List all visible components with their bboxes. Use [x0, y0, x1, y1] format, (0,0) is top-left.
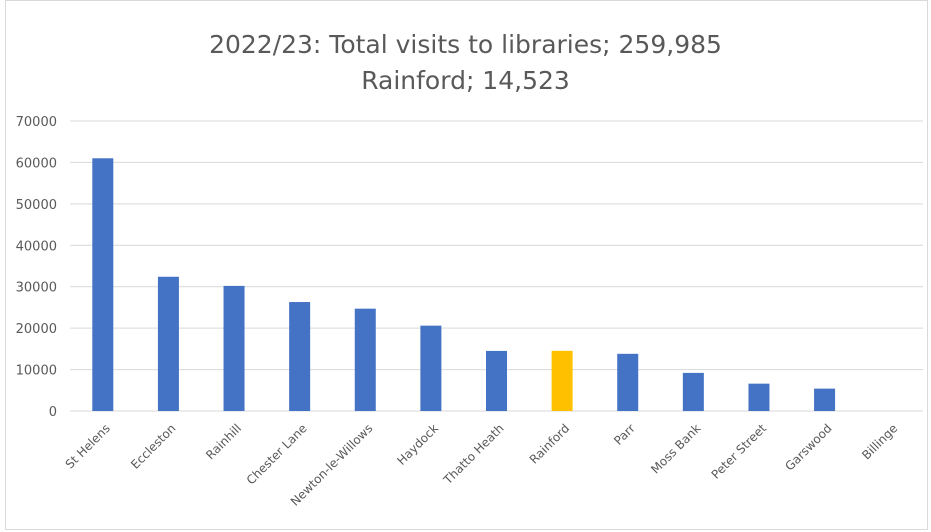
x-tick-label: St Helens: [63, 421, 113, 471]
y-tick-label: 40000: [16, 239, 57, 254]
x-tick-label: Parr: [611, 421, 638, 448]
y-tick-label: 70000: [16, 115, 57, 130]
bars: [92, 158, 836, 411]
y-tick-label: 20000: [16, 322, 57, 337]
x-tick-label: Thatto Heath: [440, 421, 506, 487]
bar-peter-street: [748, 383, 770, 411]
x-tick-label: Chester Lane: [244, 421, 310, 487]
bar-eccleston: [157, 276, 179, 411]
y-tick-label: 10000: [16, 364, 57, 379]
chart-subtitle: Rainford; 14,523: [361, 66, 570, 95]
x-tick-label: Eccleston: [128, 421, 178, 471]
x-tick-label: Rainhill: [203, 421, 244, 462]
bar-parr: [617, 353, 639, 411]
y-tick-label: 60000: [16, 156, 57, 171]
y-axis: 0 10000 20000 30000 40000 50000 60000 70000: [16, 115, 57, 420]
x-tick-label: Peter Street: [709, 421, 770, 482]
y-tick-label: 0: [49, 405, 57, 420]
x-tick-label: Haydock: [394, 421, 441, 468]
bar-moss-bank: [682, 372, 704, 411]
bar-rainhill: [223, 285, 245, 411]
bar-thatto-heath: [486, 350, 507, 411]
x-tick-label: Billinge: [859, 421, 900, 462]
bar-garswood: [814, 388, 836, 411]
x-tick-label: Moss Bank: [648, 421, 703, 476]
bar-st-helens: [92, 158, 114, 411]
x-tick-label: Garswood: [782, 421, 834, 473]
chart-frame: [5, 0, 928, 530]
bar-rainford: [551, 350, 573, 411]
gridlines: [70, 120, 923, 412]
y-tick-label: 50000: [16, 198, 57, 213]
chart-title: 2022/23: Total visits to libraries; 259,…: [209, 30, 722, 59]
bar-newton-le-willows: [354, 308, 376, 411]
bar-chester-lane: [289, 302, 311, 411]
x-axis: St Helens Eccleston Rainhill Chester LaneNe…: [63, 421, 901, 509]
bar-haydock: [420, 325, 442, 411]
y-tick-label: 30000: [16, 281, 57, 296]
x-tick-label: Rainford: [527, 421, 572, 466]
